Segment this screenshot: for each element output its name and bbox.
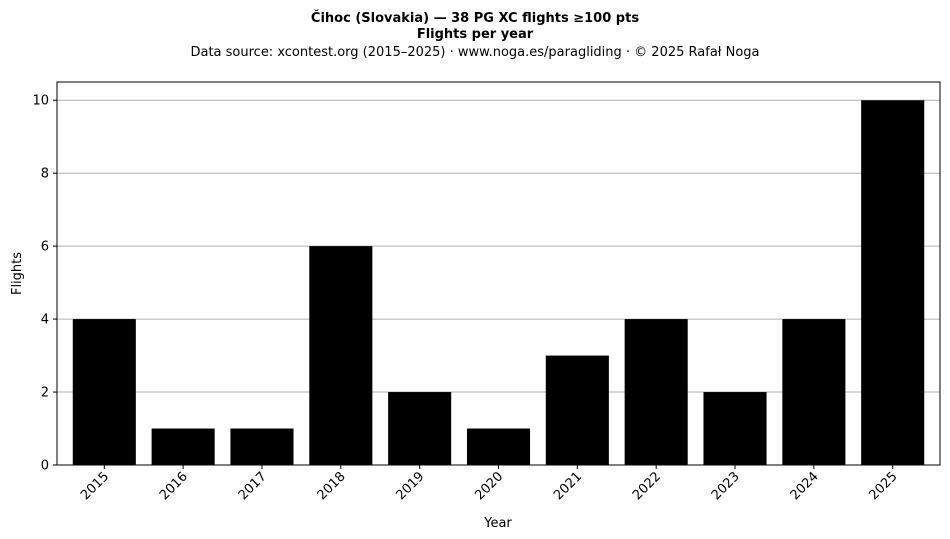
x-axis: 2015 2016 2017 2018 2019 2020 2021 2022 2023 2024… bbox=[78, 465, 901, 503]
x-tick-label: 2016 bbox=[157, 469, 191, 503]
chart-title-line2: Flights per year bbox=[417, 27, 534, 42]
bar-2018 bbox=[309, 246, 373, 465]
x-axis-label: Year bbox=[483, 516, 512, 531]
x-tick-label: 2018 bbox=[315, 469, 349, 503]
bar-layer bbox=[72, 100, 925, 465]
y-tick-label: 8 bbox=[41, 167, 49, 182]
bar-2022 bbox=[624, 319, 688, 465]
y-tick-label: 4 bbox=[41, 313, 49, 328]
bar-2021 bbox=[545, 355, 609, 465]
bar-2019 bbox=[388, 392, 452, 465]
y-tick-label: 0 bbox=[41, 459, 49, 474]
y-axis-label: Flights bbox=[10, 252, 25, 295]
bar-2024 bbox=[782, 319, 846, 465]
x-tick-label: 2025 bbox=[867, 469, 901, 503]
x-tick-label: 2021 bbox=[551, 469, 585, 503]
x-tick-label: 2015 bbox=[78, 469, 112, 503]
bar-2016 bbox=[151, 428, 215, 465]
y-axis: 0 2 4 6 8 10 bbox=[32, 94, 57, 474]
bar-2017 bbox=[230, 428, 294, 465]
y-tick-label: 2 bbox=[41, 386, 49, 401]
chart-title: Čihoc (Slovakia) — 38 PG XC flights ≥100… bbox=[311, 10, 639, 26]
x-tick-label: 2024 bbox=[788, 469, 822, 503]
chart-subtitle: Data source: xcontest.org (2015–2025) · … bbox=[190, 45, 759, 60]
x-tick-label: 2017 bbox=[236, 469, 270, 503]
bar-2015 bbox=[72, 319, 136, 465]
x-tick-label: 2019 bbox=[393, 469, 427, 503]
bar-2025 bbox=[861, 100, 925, 465]
bar-2023 bbox=[703, 392, 767, 465]
x-tick-label: 2022 bbox=[630, 469, 664, 503]
bar-2020 bbox=[466, 428, 531, 465]
x-tick-label: 2020 bbox=[472, 469, 506, 503]
x-tick-label: 2023 bbox=[709, 469, 743, 503]
y-tick-label: 6 bbox=[41, 240, 49, 255]
y-tick-label: 10 bbox=[32, 94, 49, 109]
